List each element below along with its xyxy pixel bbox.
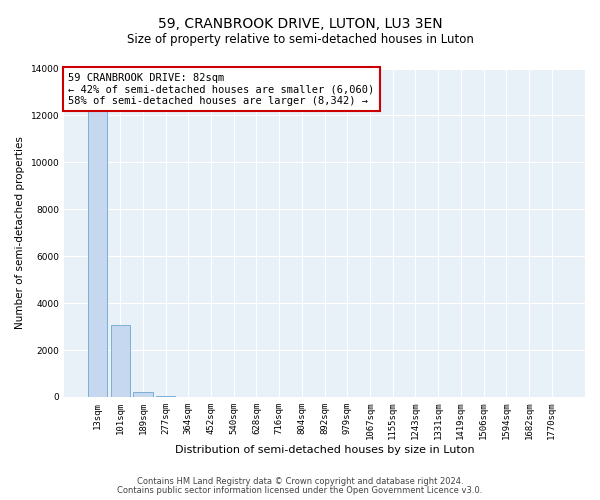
- X-axis label: Distribution of semi-detached houses by size in Luton: Distribution of semi-detached houses by …: [175, 445, 475, 455]
- Bar: [156, 396, 175, 397]
- Bar: [110, 326, 130, 397]
- Text: Size of property relative to semi-detached houses in Luton: Size of property relative to semi-detach…: [127, 32, 473, 46]
- Y-axis label: Number of semi-detached properties: Number of semi-detached properties: [15, 136, 25, 329]
- Bar: [88, 82, 107, 397]
- Text: 59 CRANBROOK DRIVE: 82sqm
← 42% of semi-detached houses are smaller (6,060)
58% : 59 CRANBROOK DRIVE: 82sqm ← 42% of semi-…: [68, 72, 374, 106]
- Text: Contains HM Land Registry data © Crown copyright and database right 2024.: Contains HM Land Registry data © Crown c…: [137, 477, 463, 486]
- Text: 59, CRANBROOK DRIVE, LUTON, LU3 3EN: 59, CRANBROOK DRIVE, LUTON, LU3 3EN: [158, 18, 442, 32]
- Bar: [133, 392, 152, 397]
- Text: Contains public sector information licensed under the Open Government Licence v3: Contains public sector information licen…: [118, 486, 482, 495]
